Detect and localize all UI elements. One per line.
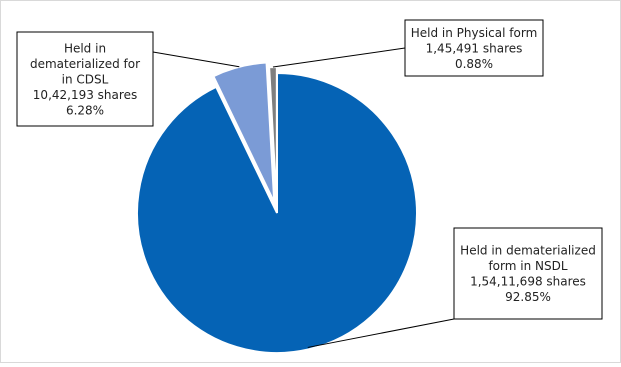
data-label-line: 1,45,491 shares — [426, 41, 523, 55]
pie-slice-nsdl — [136, 71, 418, 354]
leader-line-cdsl — [152, 51, 240, 68]
data-label-line: Held in Physical form — [411, 26, 538, 40]
data-label-line: Held in dematerialized — [460, 244, 596, 258]
data-label-line: dematerialized for — [30, 57, 140, 71]
data-label-line: form in NSDL — [488, 259, 567, 273]
data-label-line: in CDSL — [62, 72, 109, 86]
data-label-line: 0.88% — [455, 57, 493, 71]
data-label-line: 6.28% — [66, 103, 104, 117]
data-label-line: 1,54,11,698 shares — [470, 275, 586, 289]
leader-line-nsdl — [307, 318, 455, 348]
data-label-box — [453, 227, 603, 320]
data-label-box — [404, 19, 544, 77]
data-label-line: 92.85% — [505, 290, 551, 304]
leader-line-physical — [272, 47, 406, 68]
pie-slice-cdsl — [212, 61, 276, 203]
data-label-box — [16, 31, 154, 127]
data-label-line: 10,42,193 shares — [33, 88, 137, 102]
data-label-line: Held in — [64, 41, 106, 55]
